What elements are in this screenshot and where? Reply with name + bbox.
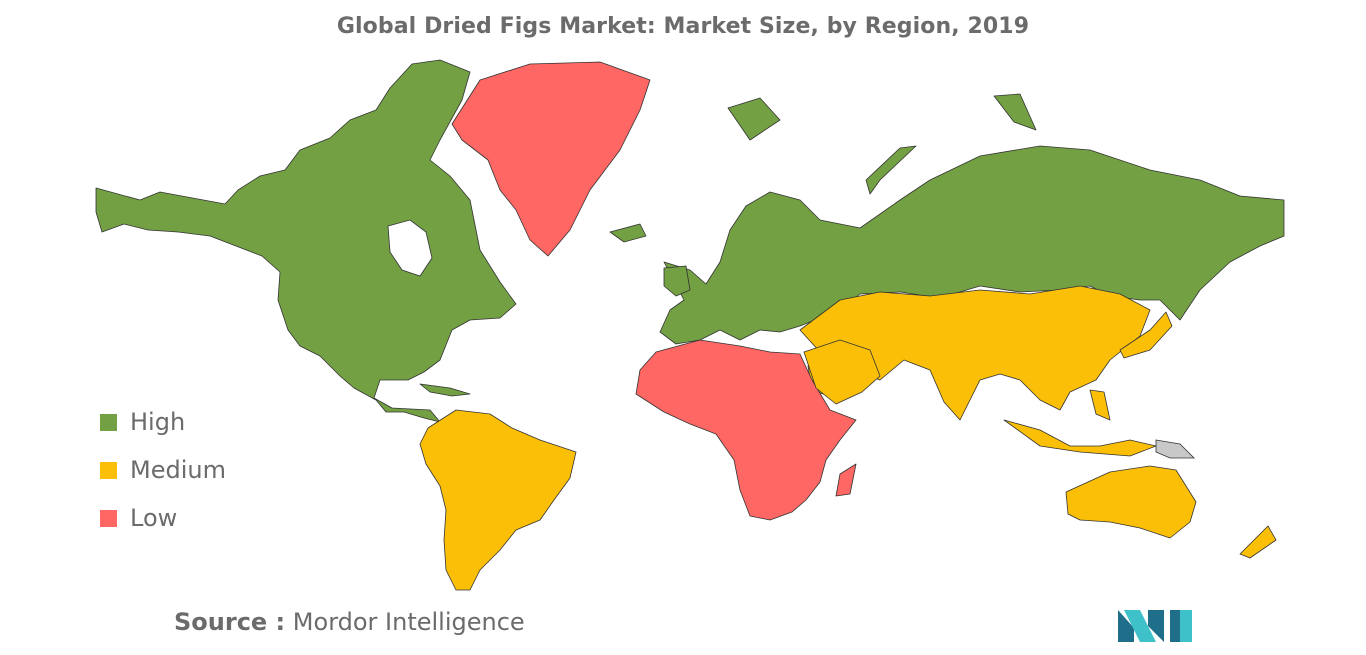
legend-label-low: Low	[130, 504, 178, 532]
region-uk	[663, 265, 691, 297]
legend-item-low: Low	[100, 504, 226, 532]
legend-swatch-medium	[100, 461, 117, 479]
region-madagascar	[835, 463, 857, 497]
mordor-logo-icon	[1118, 602, 1192, 646]
legend-swatch-low	[100, 509, 117, 527]
region-australia	[1065, 465, 1197, 539]
source-note: Source : Mordor Intelligence	[174, 608, 525, 636]
source-text: Mordor Intelligence	[292, 608, 525, 636]
region-africa	[635, 339, 857, 521]
legend-item-high: High	[100, 408, 226, 436]
region-middle-east	[803, 339, 881, 405]
hudson-bay	[387, 219, 433, 277]
region-siberian-islands	[993, 93, 1037, 131]
region-svalbard	[727, 97, 781, 141]
region-iceland	[609, 223, 647, 243]
region-japan	[1119, 311, 1173, 359]
region-new-zealand	[1239, 525, 1277, 559]
region-greenland	[451, 61, 651, 257]
legend-label-high: High	[130, 408, 186, 436]
map-legend: High Medium Low	[100, 408, 226, 554]
region-north-america	[95, 59, 517, 423]
region-papua-new-guinea	[1155, 439, 1195, 459]
region-philippines	[1089, 389, 1111, 421]
region-caribbean	[419, 383, 471, 397]
region-novaya-zemlya	[865, 145, 917, 195]
legend-swatch-high	[100, 413, 117, 431]
region-europe-russia	[659, 145, 1285, 345]
legend-label-medium: Medium	[130, 456, 226, 484]
region-indonesia	[1003, 419, 1157, 457]
chart-title: Global Dried Figs Market: Market Size, b…	[336, 14, 1030, 39]
source-prefix: Source :	[174, 608, 286, 636]
region-south-america	[419, 409, 577, 591]
legend-item-medium: Medium	[100, 456, 226, 484]
